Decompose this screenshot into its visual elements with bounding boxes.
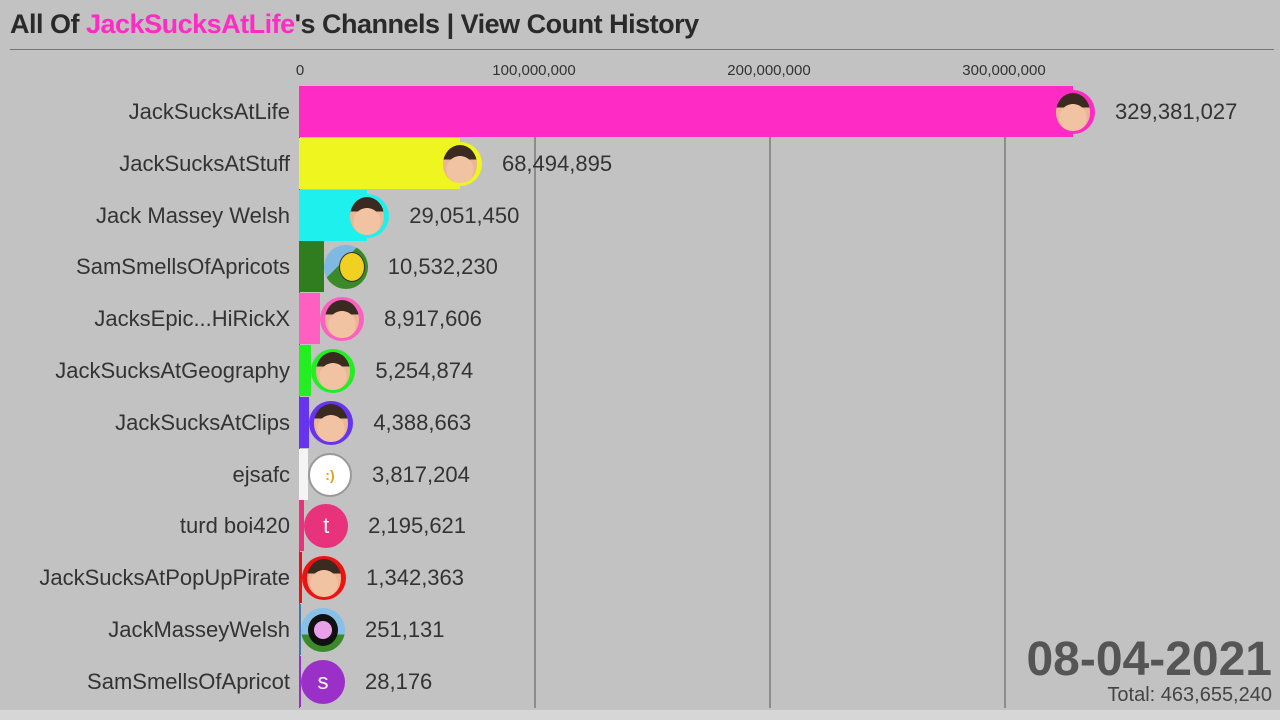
face-avatar-icon (1051, 90, 1096, 134)
face-avatar-icon (437, 141, 482, 186)
channel-label: SamSmellsOfApricot (87, 668, 290, 694)
channel-label: JackSucksAtClips (115, 409, 290, 435)
channel-label: JacksEpic...HiRickX (94, 306, 290, 332)
view-count-value: 29,051,450 (409, 202, 520, 228)
channel-label: JackSucksAtPopUpPirate (39, 565, 290, 591)
face-avatar-icon (319, 297, 364, 342)
channel-label: turd boi420 (179, 513, 290, 539)
view-count-value: 8,917,606 (383, 306, 482, 332)
channel-letter-avatar-icon: s (301, 659, 345, 704)
avatar-letter: t (323, 513, 330, 539)
channel-letter-avatar-icon: t (304, 504, 349, 549)
bar-row: JackSucksAtClips 4,388,663 (0, 396, 1280, 449)
view-count-value: 28,176 (365, 668, 433, 694)
x-tick-label: 100,000,000 (492, 62, 576, 79)
channel-label: JackSucksAtStuff (119, 150, 290, 176)
view-count-value: 251,131 (365, 617, 445, 642)
bar (299, 604, 301, 655)
title-prefix: All Of (10, 9, 86, 39)
bar (299, 448, 308, 500)
face-avatar-icon (311, 349, 356, 393)
title-highlight: JackSucksAtLife (86, 9, 295, 39)
face-avatar-icon (309, 400, 354, 445)
grid-line (769, 88, 771, 708)
view-count-value: 1,342,363 (366, 565, 465, 591)
bar-row: JackSucksAtGeography 5,254,874 (0, 345, 1280, 397)
bar-row: SamSmellsOfApricot s 28,176 (0, 655, 1280, 708)
x-tick-label: 200,000,000 (727, 62, 811, 79)
channel-label: JackSucksAtGeography (55, 358, 290, 383)
face-avatar-icon (345, 193, 390, 238)
thought-bubble-avatar-icon: :) (307, 452, 352, 497)
bar (299, 86, 1074, 137)
grid-line (534, 88, 536, 708)
x-tick-label: 300,000,000 (962, 62, 1046, 79)
view-count-value: 3,817,204 (371, 461, 470, 487)
bar-row: JacksEpic...HiRickX 8,917,606 (0, 293, 1280, 345)
bar-row: JackSucksAtLife 329,381,027 (0, 86, 1280, 138)
bar-row: turd boi420 t 2,195,621 (0, 500, 1280, 552)
view-count-value: 68,494,895 (501, 150, 613, 176)
bar-row: JackSucksAtPopUpPirate 1,342,363 (0, 552, 1280, 604)
bar (299, 500, 305, 552)
title-suffix: 's Channels | View Count History (294, 9, 700, 39)
bar-row: Jack Massey Welsh 29,051,450 (0, 189, 1280, 242)
cartoon-bird-avatar-icon (323, 245, 368, 290)
channel-label: JackMasseyWelsh (108, 617, 290, 642)
bar-row: JackSucksAtStuff 68,494,895 (0, 137, 1280, 190)
avatar-letter: s (317, 668, 329, 694)
bar (299, 293, 320, 345)
bar (299, 655, 301, 707)
view-count-value: 2,195,621 (368, 513, 467, 539)
eyepatch-face-avatar-icon (302, 556, 347, 601)
bar-row: SamSmellsOfApricots 10,532,230 (0, 241, 1280, 293)
channel-label: Jack Massey Welsh (96, 202, 290, 228)
view-count-value: 4,388,663 (373, 409, 472, 435)
bar (299, 241, 324, 293)
date-label: 08-04-2021 (1026, 633, 1272, 686)
view-count-value: 329,381,027 (1115, 99, 1238, 124)
bar (299, 137, 460, 189)
channel-label: SamSmellsOfApricots (76, 254, 290, 280)
bar (299, 396, 310, 448)
bottom-strip (0, 710, 1280, 720)
title-divider (10, 49, 1274, 50)
channel-label: JackSucksAtLife (128, 99, 290, 124)
view-count-value: 10,532,230 (387, 254, 498, 280)
distorted-face-avatar-icon (301, 608, 345, 652)
bar-row: ejsafc:) 3,817,204 (0, 448, 1280, 501)
grid-line (1004, 88, 1006, 708)
chart-title: All Of JackSucksAtLife's Channels | View… (10, 4, 699, 44)
bar (299, 552, 303, 604)
view-count-value: 5,254,874 (375, 358, 474, 383)
total-label: Total: 463,655,240 (1107, 684, 1272, 706)
bar (299, 345, 312, 396)
x-tick-label: 0 (295, 62, 305, 79)
bar-row: JackMasseyWelsh 251,131 (0, 604, 1280, 656)
channel-label: ejsafc (232, 461, 290, 487)
